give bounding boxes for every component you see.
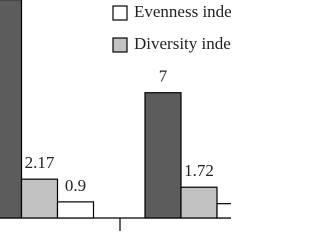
bar	[180, 186, 218, 219]
value-label: 2.17	[25, 153, 55, 172]
bar	[216, 203, 231, 219]
legend-label: Diversity index	[134, 34, 231, 53]
bar	[56, 201, 95, 219]
value-label: 1.72	[184, 161, 214, 180]
bar	[0, 0, 23, 219]
chart: 7 2.17 1.72 0.9 Evenness index Diversity inde…	[0, 0, 231, 231]
legend-swatch	[112, 37, 128, 53]
value-label: 0.9	[65, 176, 86, 195]
bar	[20, 178, 59, 219]
legend-label: Evenness index	[134, 2, 231, 21]
bar	[144, 92, 182, 219]
value-label: 7	[159, 67, 168, 86]
legend-swatch	[112, 5, 128, 21]
